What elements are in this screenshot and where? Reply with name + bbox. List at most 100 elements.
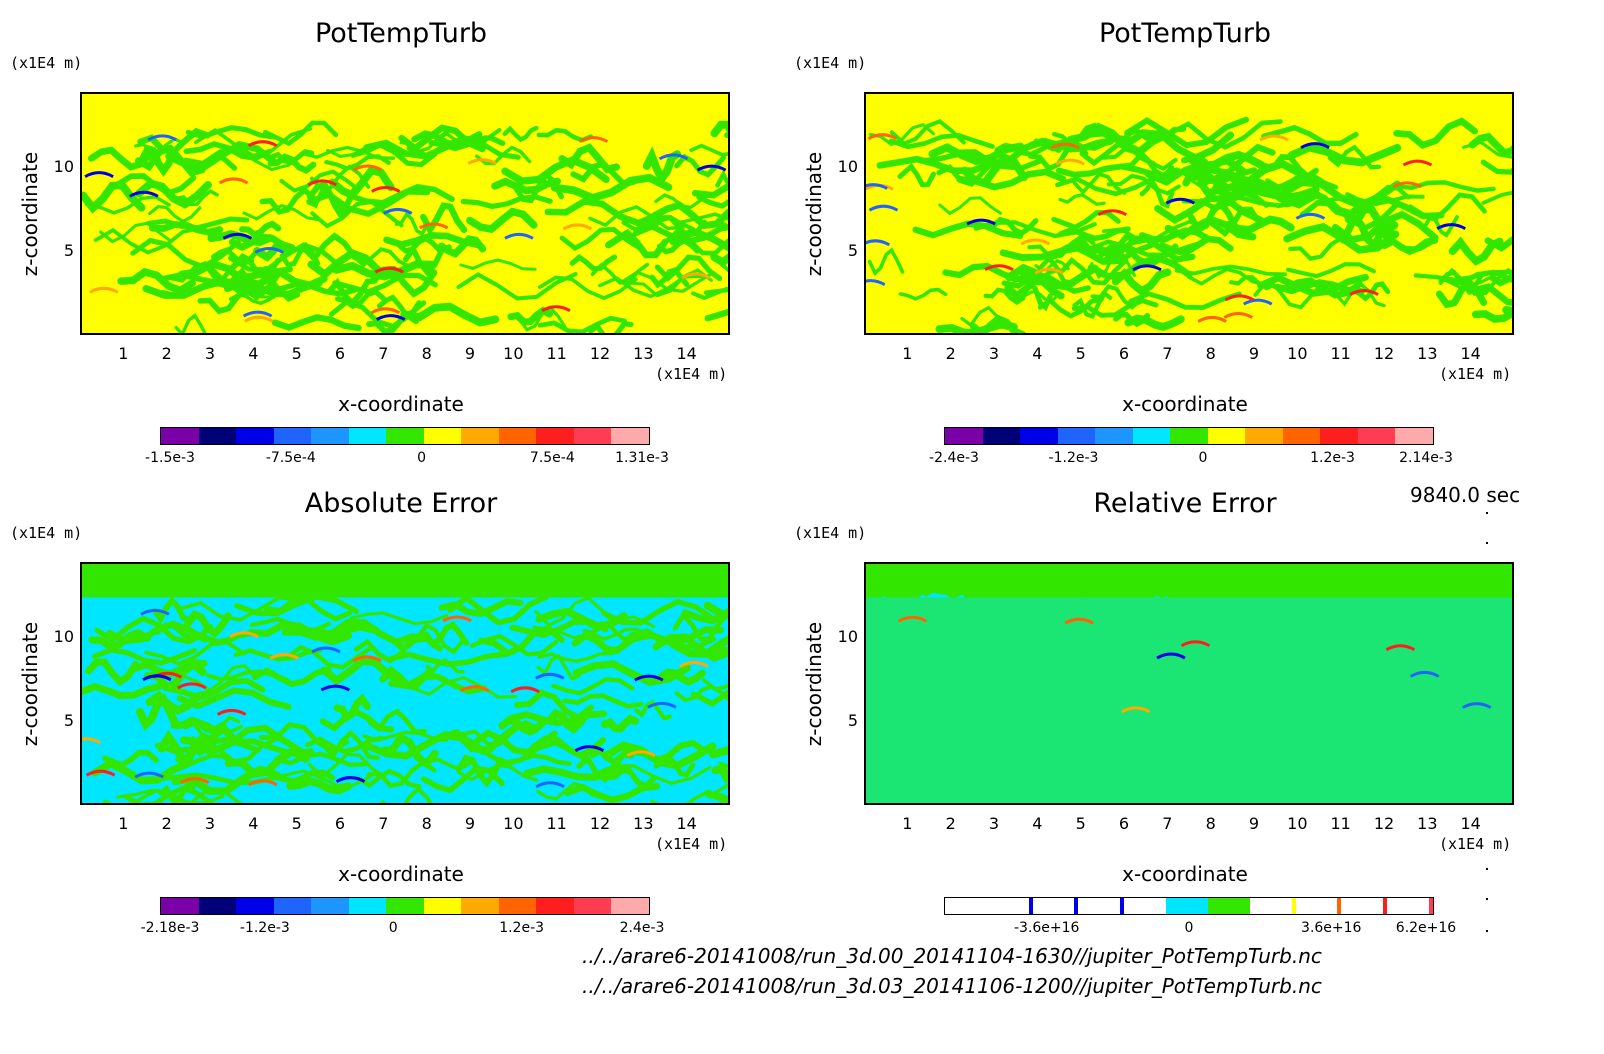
field-stripe xyxy=(419,757,475,770)
field-stripe xyxy=(544,198,660,227)
y-tick-label: 10 xyxy=(53,157,74,177)
field-stripe xyxy=(674,684,728,702)
x-tick-label: 1 xyxy=(902,814,913,833)
extreme-contour xyxy=(1243,298,1273,306)
field-stripe xyxy=(536,781,594,801)
x-tick-label: 6 xyxy=(334,814,346,833)
field-stripe xyxy=(247,620,353,646)
colorbar-swatch xyxy=(1124,898,1167,914)
field-stripe xyxy=(888,133,995,150)
colorbar-swatch xyxy=(945,898,987,914)
colorbar-swatch xyxy=(423,898,462,914)
field-stripe xyxy=(588,320,634,333)
extreme-contour xyxy=(254,246,284,254)
x-tick-label: 1 xyxy=(118,814,129,833)
y-unit-label: (x1E4 m) xyxy=(794,524,867,542)
field-stripe xyxy=(99,221,173,244)
field-stripe xyxy=(117,267,196,295)
field-stripe xyxy=(710,253,728,267)
colorbar-tick-label: -1.2e-3 xyxy=(1048,450,1099,466)
field-stripe xyxy=(588,205,685,231)
extreme-contour xyxy=(370,185,401,193)
colorbar xyxy=(160,897,650,915)
field-stripe xyxy=(1124,126,1187,145)
field-stripe xyxy=(305,735,384,755)
x-tick-label: 14 xyxy=(676,814,697,833)
field-stripe xyxy=(1072,172,1127,196)
colorbar-tick-label: -2.18e-3 xyxy=(140,920,200,936)
extreme-contour xyxy=(535,672,565,680)
x-tick-label: 14 xyxy=(676,344,697,363)
field-stripe xyxy=(466,207,538,234)
field-stripe xyxy=(205,669,289,682)
field-stripe xyxy=(84,195,171,215)
field-stripe xyxy=(102,749,159,769)
field-stripe xyxy=(1124,116,1250,149)
extreme-contour xyxy=(140,608,170,616)
field-stripe xyxy=(642,146,682,186)
field-stripe xyxy=(711,763,728,783)
extreme-contour xyxy=(1224,294,1255,302)
chart-panel-2: PotTempTurb (x1E4 m) z-coordinate 5 10 1 2 3 4 5 6… xyxy=(784,0,1586,490)
colorbar-swatch xyxy=(1357,428,1396,444)
x-axis-label: x-coordinate xyxy=(338,392,464,416)
colorbar-swatch xyxy=(1170,428,1208,444)
extreme-contour xyxy=(248,779,278,787)
field-stripe xyxy=(189,724,305,756)
x-tick-label: 2 xyxy=(161,344,172,363)
field-stripe xyxy=(460,719,540,747)
field-stripe xyxy=(1027,233,1096,260)
field-stripe xyxy=(310,199,404,229)
x-tick-label: 3 xyxy=(988,814,1000,833)
field-stripe xyxy=(1340,230,1438,251)
extreme-contour xyxy=(658,153,689,161)
field-stripe xyxy=(176,687,292,710)
field-stripe xyxy=(279,241,321,268)
field-stripe xyxy=(93,226,203,255)
field-stripe xyxy=(1261,153,1319,180)
field-stripe xyxy=(91,647,198,666)
field-stripe xyxy=(423,621,470,648)
colorbar-swatch xyxy=(1057,428,1096,444)
colorbar-tick-label: 1.31e-3 xyxy=(615,450,669,466)
field-stripe xyxy=(1058,193,1106,206)
extreme-contour xyxy=(467,158,497,165)
field-stripe xyxy=(211,247,257,266)
colorbar-swatch xyxy=(1245,428,1283,444)
field-stripe xyxy=(134,144,206,177)
extreme-contour xyxy=(370,307,401,315)
extreme-contour xyxy=(647,701,677,709)
field-stripe xyxy=(410,676,518,699)
field-stripe xyxy=(1468,132,1512,158)
extreme-contour xyxy=(897,615,928,623)
field-stripe xyxy=(1181,194,1301,208)
field-stripe xyxy=(165,140,279,171)
field-stripe xyxy=(1004,277,1065,301)
field-stripe xyxy=(263,120,339,147)
field-stripe xyxy=(1413,269,1512,282)
x-tick-label: 3 xyxy=(204,344,216,363)
colorbar-swatch xyxy=(461,898,499,914)
field-stripe xyxy=(1393,180,1496,193)
colorbar-swatch xyxy=(1020,428,1058,444)
field-stripe xyxy=(85,658,140,687)
field-stripe xyxy=(233,265,328,289)
colorbar-tick-label: 0 xyxy=(388,920,398,936)
x-tick-label: 1 xyxy=(118,344,129,363)
extreme-contour xyxy=(578,136,609,143)
x-tick-label: 8 xyxy=(421,344,432,363)
field-stripe xyxy=(690,689,728,708)
field-stripe xyxy=(425,658,465,674)
colorbar-swatch xyxy=(423,428,462,444)
extreme-contour xyxy=(320,684,351,692)
field-stripe xyxy=(1058,256,1129,286)
x-tick-label: 8 xyxy=(1205,344,1216,363)
colorbar-tick-label: 6.2e+16 xyxy=(1395,920,1457,936)
colorbar-swatch xyxy=(311,428,349,444)
x-tick-label: 12 xyxy=(1373,814,1395,833)
field-stripe xyxy=(704,308,728,322)
field-stripe xyxy=(501,156,610,185)
field-stripe xyxy=(898,287,948,301)
field-stripe xyxy=(537,315,628,333)
colorbar-swatch xyxy=(982,428,1021,444)
